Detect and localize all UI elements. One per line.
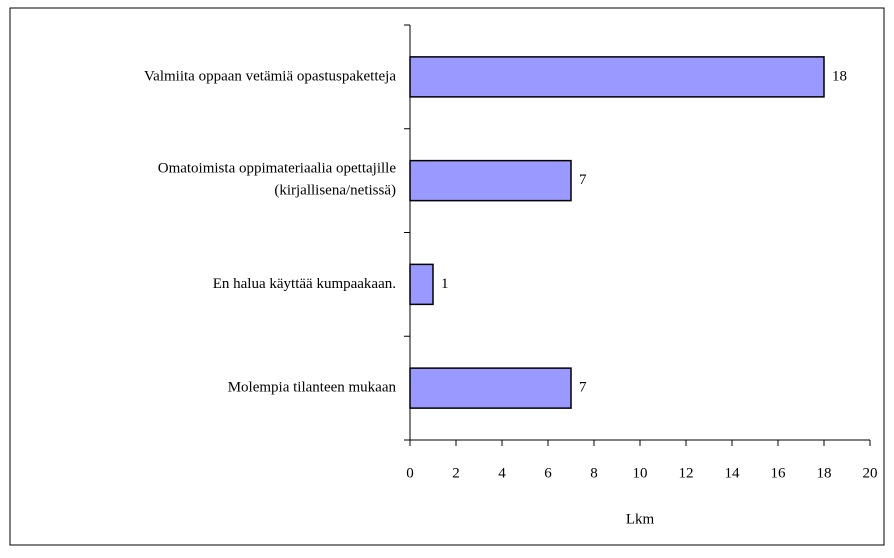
bar <box>409 263 434 306</box>
x-tick-label: 20 <box>863 465 878 481</box>
x-tick-label: 10 <box>633 465 648 481</box>
y-tick-label: Omatoimista oppimateriaalia opettajille(… <box>158 161 397 199</box>
bar <box>409 367 572 409</box>
x-tick-label: 16 <box>771 465 787 481</box>
x-axis-label: Lkm <box>626 511 655 527</box>
value-label: 1 <box>441 276 449 292</box>
x-tick-label: 4 <box>498 465 506 481</box>
x-tick-label: 12 <box>679 465 694 481</box>
x-tick-label: 18 <box>817 465 832 481</box>
value-label: 7 <box>579 380 587 396</box>
value-label: 18 <box>832 68 847 84</box>
x-tick-label: 8 <box>590 465 598 481</box>
x-tick-label: 0 <box>406 465 414 481</box>
y-tick-label: Valmiita oppaan vetämiä opastuspaketteja <box>144 68 396 84</box>
y-tick-label: En halua käyttää kumpaakaan. <box>213 276 396 292</box>
x-tick-label: 2 <box>452 465 460 481</box>
x-tick-label: 14 <box>725 465 741 481</box>
x-tick-label: 6 <box>544 465 552 481</box>
y-tick-label: Molempia tilanteen mukaan <box>228 380 397 396</box>
value-label: 7 <box>579 172 587 188</box>
bar <box>409 159 572 202</box>
bar <box>409 56 825 98</box>
